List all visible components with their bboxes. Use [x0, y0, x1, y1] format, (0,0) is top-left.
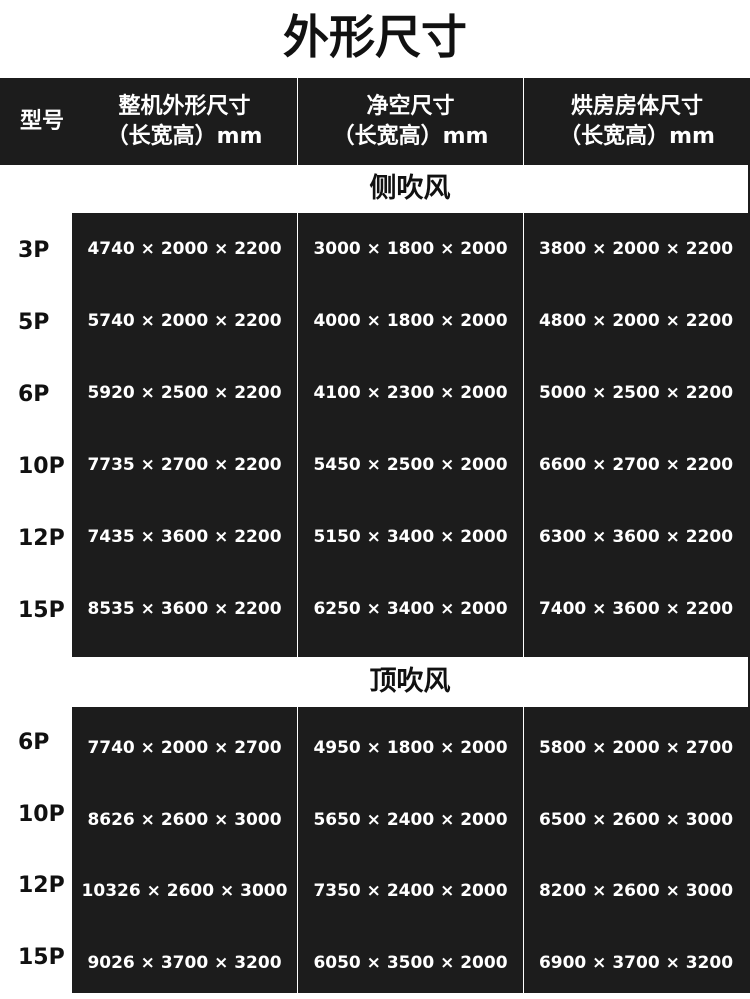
cell-room: 6900 × 3700 × 3200 — [524, 928, 748, 999]
divider — [523, 78, 524, 165]
header-clear-unit: （长宽高）mm — [333, 122, 489, 152]
cell-overall: 8535 × 3600 × 2200 — [72, 573, 297, 645]
cell-room: 6500 × 2600 × 3000 — [524, 785, 748, 857]
cell-clear: 5650 × 2400 × 2000 — [298, 785, 523, 857]
row-model: 12P — [0, 850, 72, 922]
cell-clear: 3000 × 1800 × 2000 — [298, 213, 523, 285]
cell-room: 5800 × 2000 × 2700 — [524, 713, 748, 785]
cell-room: 7400 × 3600 × 2200 — [524, 573, 748, 645]
header-overall-label: 整机外形尺寸 — [118, 92, 250, 122]
row-model: 6P — [0, 359, 72, 431]
header-clear: 净空尺寸（长宽高）mm — [298, 78, 523, 165]
cell-room: 6300 × 3600 × 2200 — [524, 501, 748, 573]
row-model: 15P — [0, 922, 72, 994]
row-model: 5P — [0, 287, 72, 359]
cell-clear: 6050 × 3500 × 2000 — [298, 928, 523, 999]
row-model: 15P — [0, 575, 72, 647]
cell-overall: 8626 × 2600 × 3000 — [72, 785, 297, 857]
cell-room: 6600 × 2700 × 2200 — [524, 429, 748, 501]
row-model: 10P — [0, 779, 72, 851]
cell-overall: 5740 × 2000 × 2200 — [72, 285, 297, 357]
cell-clear: 4000 × 1800 × 2000 — [298, 285, 523, 357]
row-model: 3P — [0, 215, 72, 287]
cell-room: 4800 × 2000 × 2200 — [524, 285, 748, 357]
cell-overall: 7735 × 2700 × 2200 — [72, 429, 297, 501]
header-room-unit: （长宽高）mm — [559, 122, 715, 152]
cell-room: 5000 × 2500 × 2200 — [524, 357, 748, 429]
header-overall-unit: （长宽高）mm — [107, 122, 263, 152]
cell-overall: 4740 × 2000 × 2200 — [72, 213, 297, 285]
section-label: 侧吹风 — [72, 165, 748, 213]
cell-clear: 5150 × 3400 × 2000 — [298, 501, 523, 573]
section-label: 顶吹风 — [72, 657, 748, 707]
header-room: 烘房房体尺寸（长宽高）mm — [524, 78, 750, 165]
row-model: 12P — [0, 503, 72, 575]
header-overall: 整机外形尺寸（长宽高）mm — [72, 78, 297, 165]
cell-overall: 7435 × 3600 × 2200 — [72, 501, 297, 573]
cell-overall: 7740 × 2000 × 2700 — [72, 713, 297, 785]
cell-room: 3800 × 2000 × 2200 — [524, 213, 748, 285]
cell-clear: 6250 × 3400 × 2000 — [298, 573, 523, 645]
header-clear-label: 净空尺寸 — [366, 92, 454, 122]
cell-clear: 4100 × 2300 × 2000 — [298, 357, 523, 429]
cell-overall: 5920 × 2500 × 2200 — [72, 357, 297, 429]
header-model-label: 型号 — [20, 107, 64, 137]
divider — [297, 78, 298, 165]
header-room-label: 烘房房体尺寸 — [571, 92, 703, 122]
cell-overall: 9026 × 3700 × 3200 — [72, 928, 297, 999]
row-model: 10P — [0, 431, 72, 503]
cell-clear: 5450 × 2500 × 2000 — [298, 429, 523, 501]
row-model: 6P — [0, 707, 72, 779]
cell-clear: 7350 × 2400 × 2000 — [298, 856, 523, 928]
page-title: 外形尺寸 — [0, 0, 750, 78]
cell-overall: 10326 × 2600 × 3000 — [72, 856, 297, 928]
cell-clear: 4950 × 1800 × 2000 — [298, 713, 523, 785]
cell-room: 8200 × 2600 × 3000 — [524, 856, 748, 928]
